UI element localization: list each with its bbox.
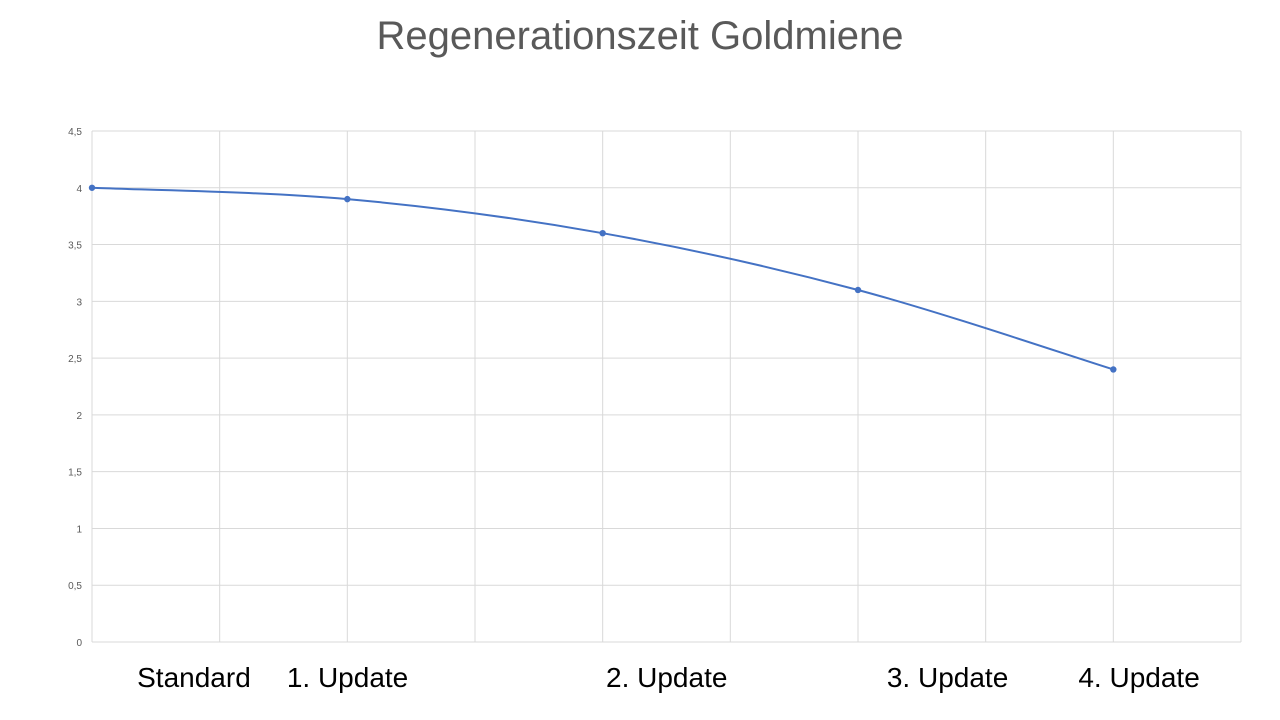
data-point	[854, 286, 862, 294]
category-label: 3. Update	[886, 662, 1009, 693]
y-tick-label: 3	[76, 297, 82, 308]
y-tick-label: 0	[76, 638, 82, 649]
y-tick-label: 2	[76, 411, 82, 422]
data-point	[88, 184, 96, 191]
category-label: 2. Update	[606, 662, 728, 693]
y-tick-label: 4,5	[68, 127, 82, 138]
y-tick-label: 2,5	[68, 354, 82, 365]
category-label: Standard	[137, 662, 251, 693]
data-point	[599, 230, 606, 237]
y-tick-label: 3,5	[68, 241, 82, 252]
y-tick-label: 0,5	[68, 581, 82, 592]
category-label: 4. Update	[1078, 662, 1200, 693]
y-tick-label: 1,5	[68, 468, 82, 479]
y-tick-label: 4	[76, 184, 82, 195]
chart-title: Regenerationszeit Goldmiene	[376, 14, 904, 58]
category-label: 1. Update	[286, 662, 409, 693]
data-point	[344, 195, 351, 203]
data-point	[1110, 366, 1117, 373]
y-tick-label: 1	[76, 524, 82, 535]
